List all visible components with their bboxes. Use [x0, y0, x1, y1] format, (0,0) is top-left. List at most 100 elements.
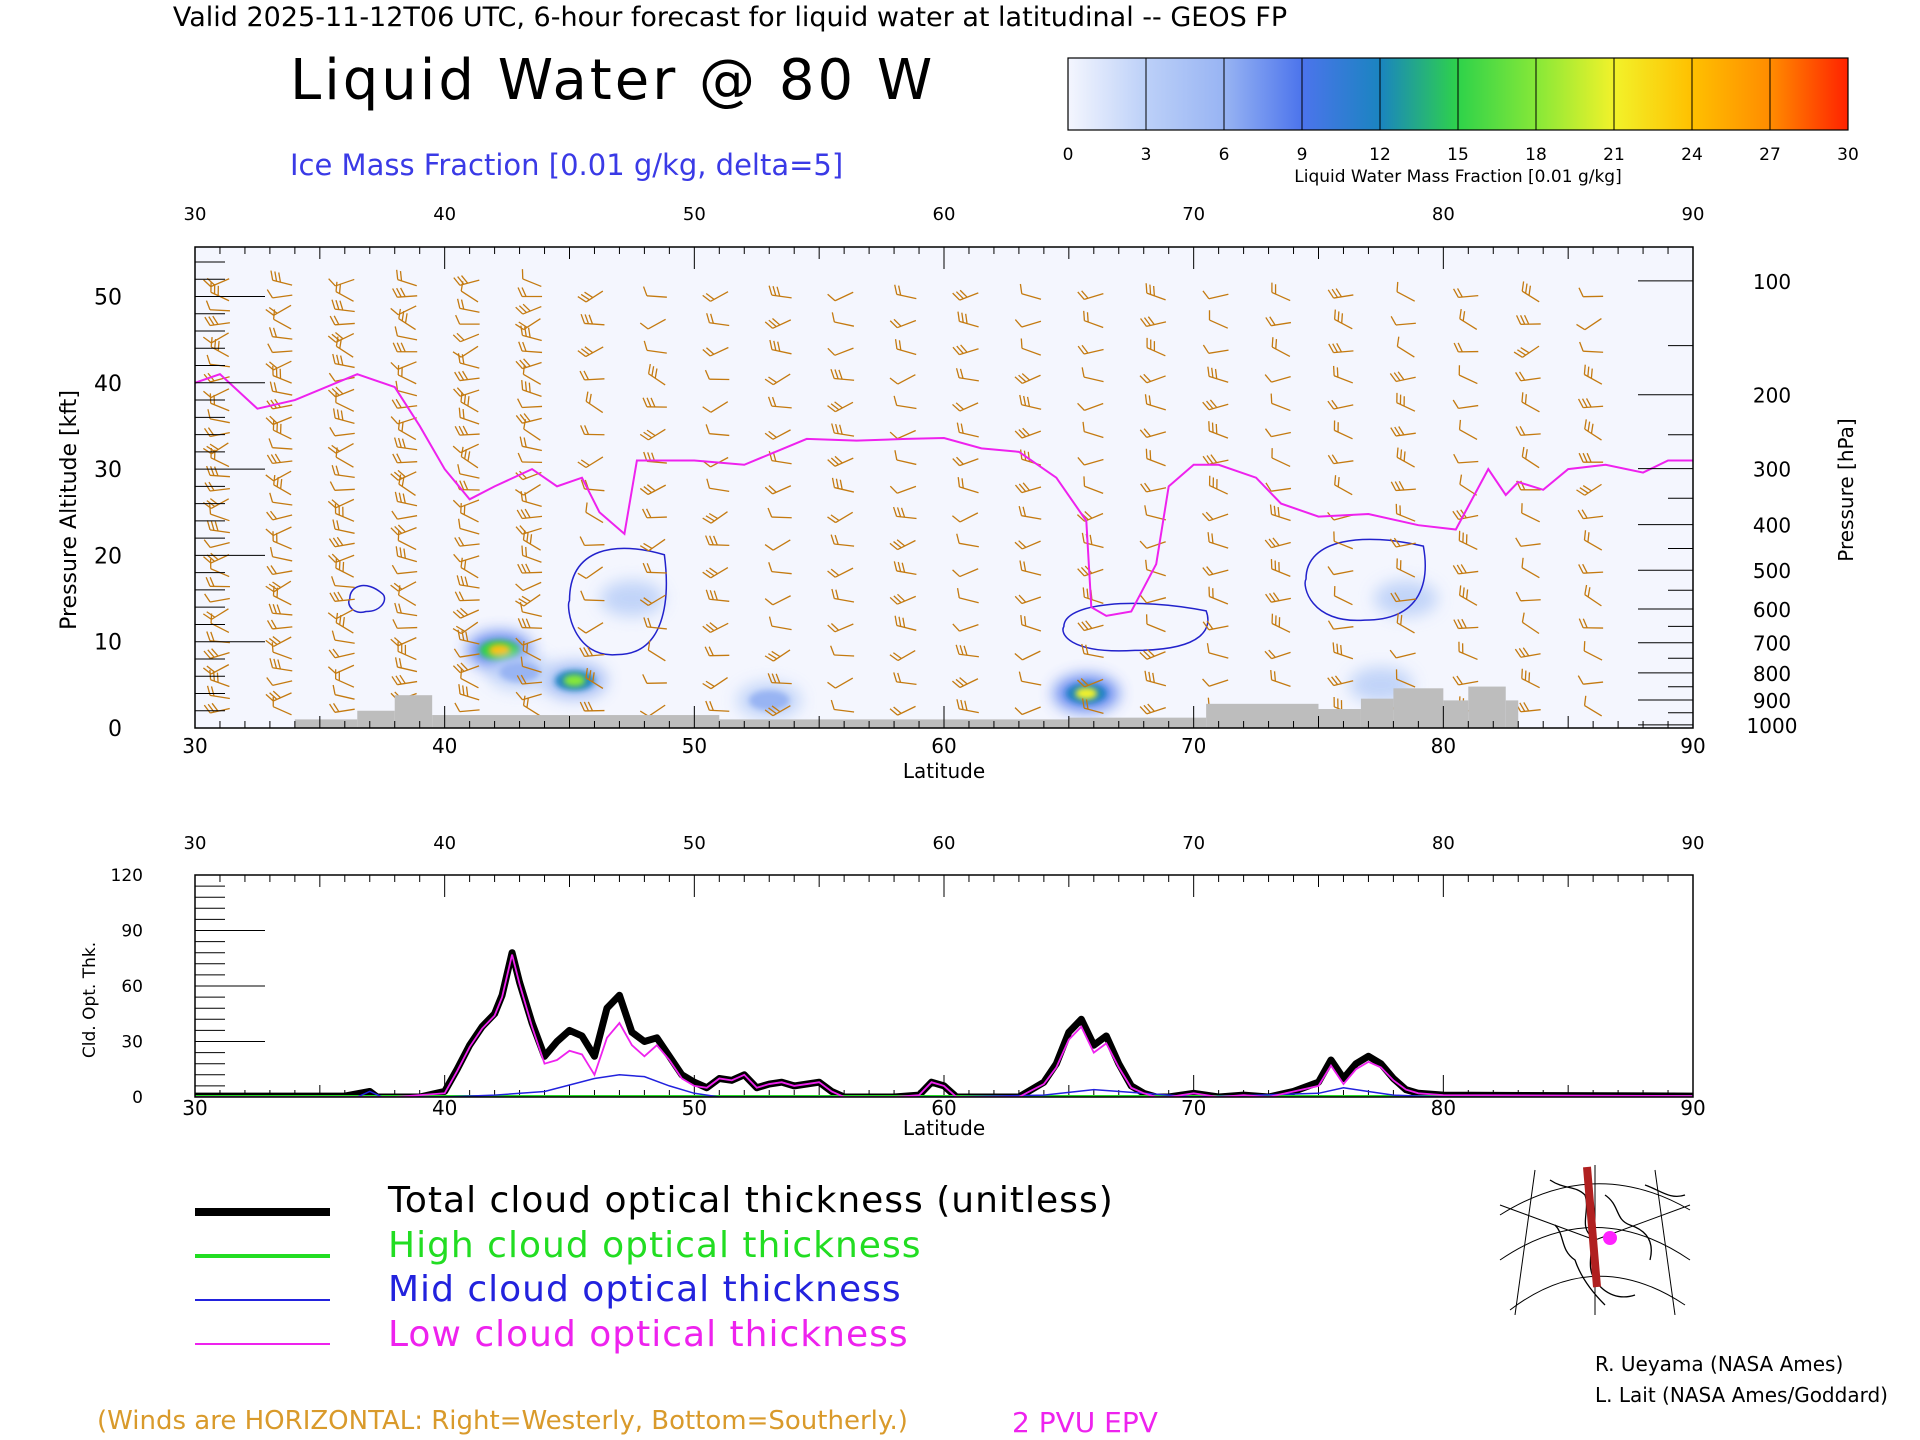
wind-barb [702, 346, 729, 357]
wind-barb [1333, 531, 1353, 550]
wind-barb [1389, 537, 1416, 548]
wind-barb [396, 269, 417, 287]
right-tick-label: 600 [1753, 598, 1791, 622]
wind-barb [1264, 374, 1291, 383]
wind-barb [391, 564, 418, 575]
wind-barb [1014, 319, 1042, 328]
left-axis-label: Pressure Altitude [kft] [57, 390, 82, 630]
x-tick-label: 60 [931, 734, 956, 758]
wind-barb [767, 396, 792, 409]
wind-barb [1264, 537, 1291, 549]
wind-barb [265, 580, 292, 593]
wind-barb [768, 562, 792, 575]
wind-barb [706, 478, 730, 493]
liquid-water-blob [1373, 580, 1438, 617]
wind-barb [1019, 394, 1042, 410]
wind-barb [515, 581, 542, 592]
wind-barb [331, 576, 355, 588]
wind-barb [1521, 612, 1540, 635]
wind-barb [452, 499, 480, 508]
ice-contour [1062, 602, 1209, 652]
wind-barb [639, 538, 666, 552]
wind-barb [956, 533, 979, 548]
wind-barb [332, 408, 355, 424]
wind-barb [1014, 482, 1042, 494]
wind-barb [1018, 505, 1042, 520]
wind-barb [332, 353, 355, 369]
wind-barb [1082, 421, 1104, 439]
wind-barb [1577, 509, 1604, 520]
wind-barb [889, 485, 917, 494]
terrain-block [294, 719, 358, 728]
wind-barb [955, 644, 979, 658]
wind-barb [764, 429, 791, 440]
wind-barb [1081, 367, 1104, 383]
wind-barb [452, 607, 480, 619]
wind-barb [270, 270, 293, 286]
plot-background [195, 247, 1693, 728]
terrain-block [357, 710, 395, 728]
wind-barb [522, 640, 542, 661]
left-tick-label: 10 [94, 631, 122, 656]
wind-barb [329, 591, 355, 602]
wind-barb [458, 684, 480, 701]
bottom-y-axis-label: Cld. Opt. Thk. [80, 942, 100, 1058]
wind-barb [956, 588, 979, 604]
wind-barb [519, 436, 542, 452]
wind-barb [269, 547, 293, 562]
wind-barb [831, 588, 855, 603]
wind-barb [702, 291, 729, 302]
wind-barb [705, 424, 730, 437]
wind-barb [1453, 288, 1479, 299]
x-tick-label: 50 [682, 734, 707, 758]
wind-barb [460, 668, 479, 689]
wind-barb [266, 677, 293, 687]
wind-barb [266, 453, 293, 465]
wind-barb [1271, 613, 1291, 633]
wind-barb [1202, 620, 1229, 631]
wind-barb [889, 318, 917, 329]
wind-barb [1396, 447, 1415, 468]
bottom-top-x-tick-label: 70 [1182, 833, 1205, 854]
wind-barb [1076, 678, 1104, 688]
terrain-block [1318, 709, 1361, 728]
wind-barb [1014, 650, 1041, 661]
wind-barb [1018, 671, 1042, 686]
wind-barb [1014, 540, 1041, 550]
wind-barb [272, 420, 292, 440]
wind-barb [327, 331, 355, 343]
wind-barb [1332, 642, 1354, 660]
credits-line-1: R. Ueyama (NASA Ames) [1595, 1352, 1844, 1376]
wind-barb [1207, 366, 1229, 383]
wind-barb [454, 591, 480, 602]
wind-barb [265, 304, 292, 316]
wind-barb [1020, 338, 1042, 356]
wind-barb [329, 703, 355, 713]
wind-barb [515, 483, 541, 496]
wind-barb [704, 646, 730, 657]
wind-barb [1576, 483, 1602, 496]
wind-barb [1208, 310, 1229, 329]
top-x-tick-label: 90 [1682, 204, 1705, 225]
wind-barb [1081, 643, 1104, 659]
wind-barb [1521, 446, 1540, 469]
wind-barb [702, 676, 728, 690]
right-tick-label: 800 [1753, 662, 1791, 686]
wind-barb [702, 566, 729, 579]
wind-barb [1458, 419, 1478, 440]
liquid-water-blob [542, 662, 607, 699]
wind-barb [639, 594, 666, 606]
location-marker [1603, 1231, 1617, 1245]
wind-barb [395, 380, 418, 397]
wind-barb [1453, 618, 1479, 630]
wind-barb [1395, 669, 1416, 688]
wind-barb [515, 525, 542, 535]
wind-barb [456, 298, 480, 313]
wind-barb [456, 575, 480, 589]
wind-barb [453, 387, 480, 397]
wind-barb [268, 438, 293, 450]
wind-barb [1578, 452, 1604, 463]
wind-barb [764, 318, 792, 329]
wind-barb [452, 443, 479, 454]
bottom-y-tick-label: 90 [121, 922, 143, 942]
